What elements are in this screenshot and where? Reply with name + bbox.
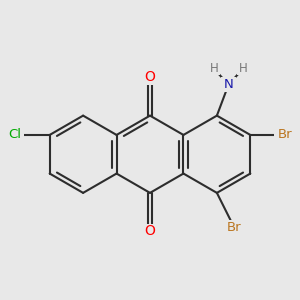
Bar <box>223 220 246 235</box>
Bar <box>6 127 24 143</box>
Text: Br: Br <box>227 221 242 234</box>
Bar <box>142 69 158 85</box>
Text: O: O <box>145 70 155 84</box>
Bar <box>221 77 236 92</box>
Bar <box>274 127 297 143</box>
Text: Cl: Cl <box>8 128 21 141</box>
Text: N: N <box>224 78 233 91</box>
Bar <box>237 62 250 75</box>
Text: H: H <box>209 62 218 75</box>
Text: Br: Br <box>278 128 292 141</box>
Bar <box>142 224 158 239</box>
Text: H: H <box>239 62 248 75</box>
Bar <box>207 62 220 75</box>
Text: O: O <box>145 224 155 239</box>
